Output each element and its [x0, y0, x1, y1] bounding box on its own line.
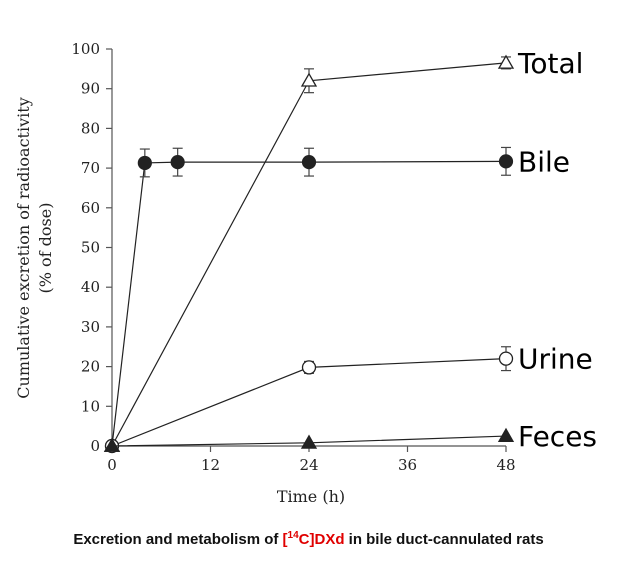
series-feces: Feces — [103, 420, 597, 453]
total-point — [300, 72, 318, 87]
bile-label: Bile — [518, 145, 570, 178]
series-total: Total — [103, 47, 583, 452]
series-layer: Total Bile Urine Feces — [103, 47, 597, 454]
bile-point — [137, 155, 152, 171]
total-label: Total — [517, 47, 583, 80]
y-tick-label: 0 — [90, 437, 100, 455]
caption-compound-rest: C]DXd — [298, 531, 345, 548]
caption-prefix: Excretion and metabolism of — [73, 531, 283, 548]
x-tick-label: 48 — [496, 456, 515, 474]
x-axis-title: Time (h) — [277, 487, 345, 506]
y-tick-label: 20 — [81, 358, 100, 376]
y-tick-label: 40 — [81, 278, 100, 296]
bile-line — [111, 160, 507, 447]
caption-bracket: [ — [282, 531, 288, 548]
y-tick-label: 70 — [81, 159, 100, 177]
y-axis-title-line1: Cumulative excretion of radioactivity — [14, 97, 33, 398]
caption-suffix: in bile duct-cannulated rats — [344, 531, 544, 548]
feces-label: Feces — [518, 420, 597, 453]
x-tick-label: 36 — [398, 456, 417, 474]
feces-point — [497, 427, 515, 442]
total-line — [111, 62, 507, 447]
y-axis-title-line2: (% of dose) — [36, 203, 55, 294]
series-urine: Urine — [104, 343, 593, 454]
caption-compound: [14C]DXd — [282, 530, 345, 548]
bile-point — [301, 155, 317, 170]
y-tick-label: 10 — [81, 397, 100, 415]
y-tick-label: 30 — [81, 318, 100, 336]
x-tick-label: 12 — [201, 456, 220, 474]
x-tick-label: 24 — [299, 456, 318, 474]
total-point — [497, 54, 515, 69]
y-tick-label: 100 — [71, 40, 100, 58]
caption-isotope: 14 — [287, 530, 299, 541]
figure-caption: Excretion and metabolism of [14C]DXd in … — [0, 530, 617, 548]
urine-label: Urine — [518, 343, 593, 376]
y-tick-label: 50 — [81, 239, 100, 257]
y-axis-title: Cumulative excretion of radioactivity (%… — [14, 97, 55, 398]
y-tick-label: 80 — [81, 119, 100, 137]
y-tick-label: 60 — [81, 199, 100, 217]
y-tick-label: 90 — [81, 80, 100, 98]
chart: 0 10 20 30 40 50 60 70 80 90 100 0 12 24 36 48 Total Bil… — [14, 40, 597, 506]
feces-point — [300, 434, 318, 449]
feces-point — [103, 437, 121, 452]
bile-point — [170, 155, 185, 170]
series-bile: Bile — [104, 145, 570, 454]
axes: 0 10 20 30 40 50 60 70 80 90 100 0 12 24 36 48 — [71, 40, 515, 474]
bile-point — [498, 154, 514, 169]
urine-point — [301, 360, 317, 375]
x-tick-label: 0 — [107, 456, 117, 474]
urine-point — [498, 351, 514, 366]
